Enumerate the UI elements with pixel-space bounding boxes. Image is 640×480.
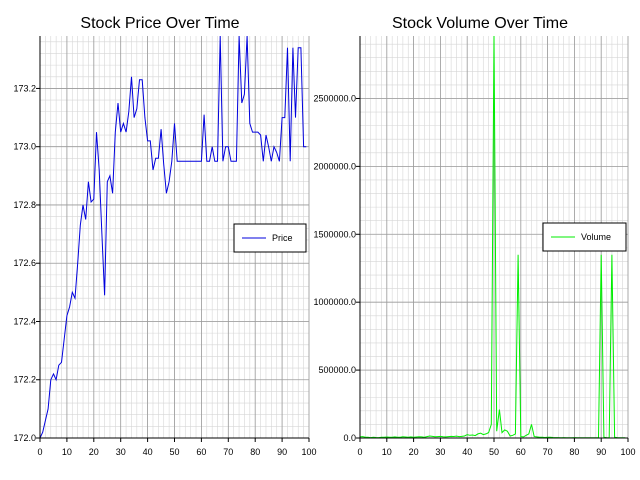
- price-x-tick-label: 50: [169, 447, 179, 457]
- volume-x-tick-label: 20: [409, 447, 419, 457]
- price-y-tick-label: 173.2: [13, 83, 36, 93]
- price-y-tick-label: 173.0: [13, 142, 36, 152]
- price-x-tick-label: 30: [116, 447, 126, 457]
- price-series: [40, 36, 307, 438]
- price-x-tick-label: 40: [143, 447, 153, 457]
- price-x-tick-label: 60: [196, 447, 206, 457]
- price-y-tick-label: 172.4: [13, 316, 36, 326]
- volume-y-tick-label: 500000.0: [318, 365, 356, 375]
- volume-x-tick-label: 30: [435, 447, 445, 457]
- price-x-tick-label: 0: [37, 447, 42, 457]
- price-y-tick-label: 172.6: [13, 258, 36, 268]
- volume-x-tick-label: 50: [489, 447, 499, 457]
- price-y-tick-label: 172.2: [13, 375, 36, 385]
- volume-x-tick-label: 100: [620, 447, 635, 457]
- volume-legend-label: Volume: [581, 232, 611, 242]
- price-y-tick-label: 172.8: [13, 200, 36, 210]
- price-x-tick-label: 10: [62, 447, 72, 457]
- price-y-tick-label: 172.0: [13, 433, 36, 443]
- price-x-tick-label: 100: [301, 447, 316, 457]
- price-series-line: [40, 36, 307, 438]
- price-x-tick-label: 90: [277, 447, 287, 457]
- volume-x-tick-label: 90: [596, 447, 606, 457]
- volume-y-tick-label: 1000000.0: [313, 297, 356, 307]
- volume-y-tick-label: 2500000.0: [313, 93, 356, 103]
- volume-y-tick-label: 2000000.0: [313, 161, 356, 171]
- volume-legend: Volume: [542, 222, 627, 252]
- volume-chart: Stock Volume Over Time 0 10 20 30 40 50 60 70 80…: [313, 15, 635, 457]
- volume-x-tick-label: 40: [462, 447, 472, 457]
- volume-x-tick-label: 0: [357, 447, 362, 457]
- price-x-tick-label: 70: [223, 447, 233, 457]
- volume-x-tick-label: 80: [569, 447, 579, 457]
- volume-x-tick-label: 60: [516, 447, 526, 457]
- price-legend: Price: [233, 223, 307, 253]
- volume-x-tick-label: 70: [543, 447, 553, 457]
- price-ticks: 0 10 20 30 40 50 60 70 80 90 100 172.0 172.2 172.4 172…: [13, 83, 316, 457]
- price-chart: Stock Price Over Time 0 10 20 30 40 50 60 70 80 9…: [13, 15, 316, 457]
- price-x-tick-label: 80: [250, 447, 260, 457]
- price-grid: [39, 36, 310, 439]
- volume-y-tick-label: 1500000.0: [313, 229, 356, 239]
- volume-ticks: 0 10 20 30 40 50 60 70 80 90 100 0.0 500000.0 1000000…: [313, 93, 635, 457]
- volume-x-tick-label: 10: [382, 447, 392, 457]
- price-legend-label: Price: [272, 233, 293, 243]
- price-x-tick-label: 20: [89, 447, 99, 457]
- price-chart-title: Stock Price Over Time: [80, 15, 239, 32]
- volume-chart-title: Stock Volume Over Time: [392, 15, 568, 32]
- volume-y-tick-label: 0.0: [343, 433, 356, 443]
